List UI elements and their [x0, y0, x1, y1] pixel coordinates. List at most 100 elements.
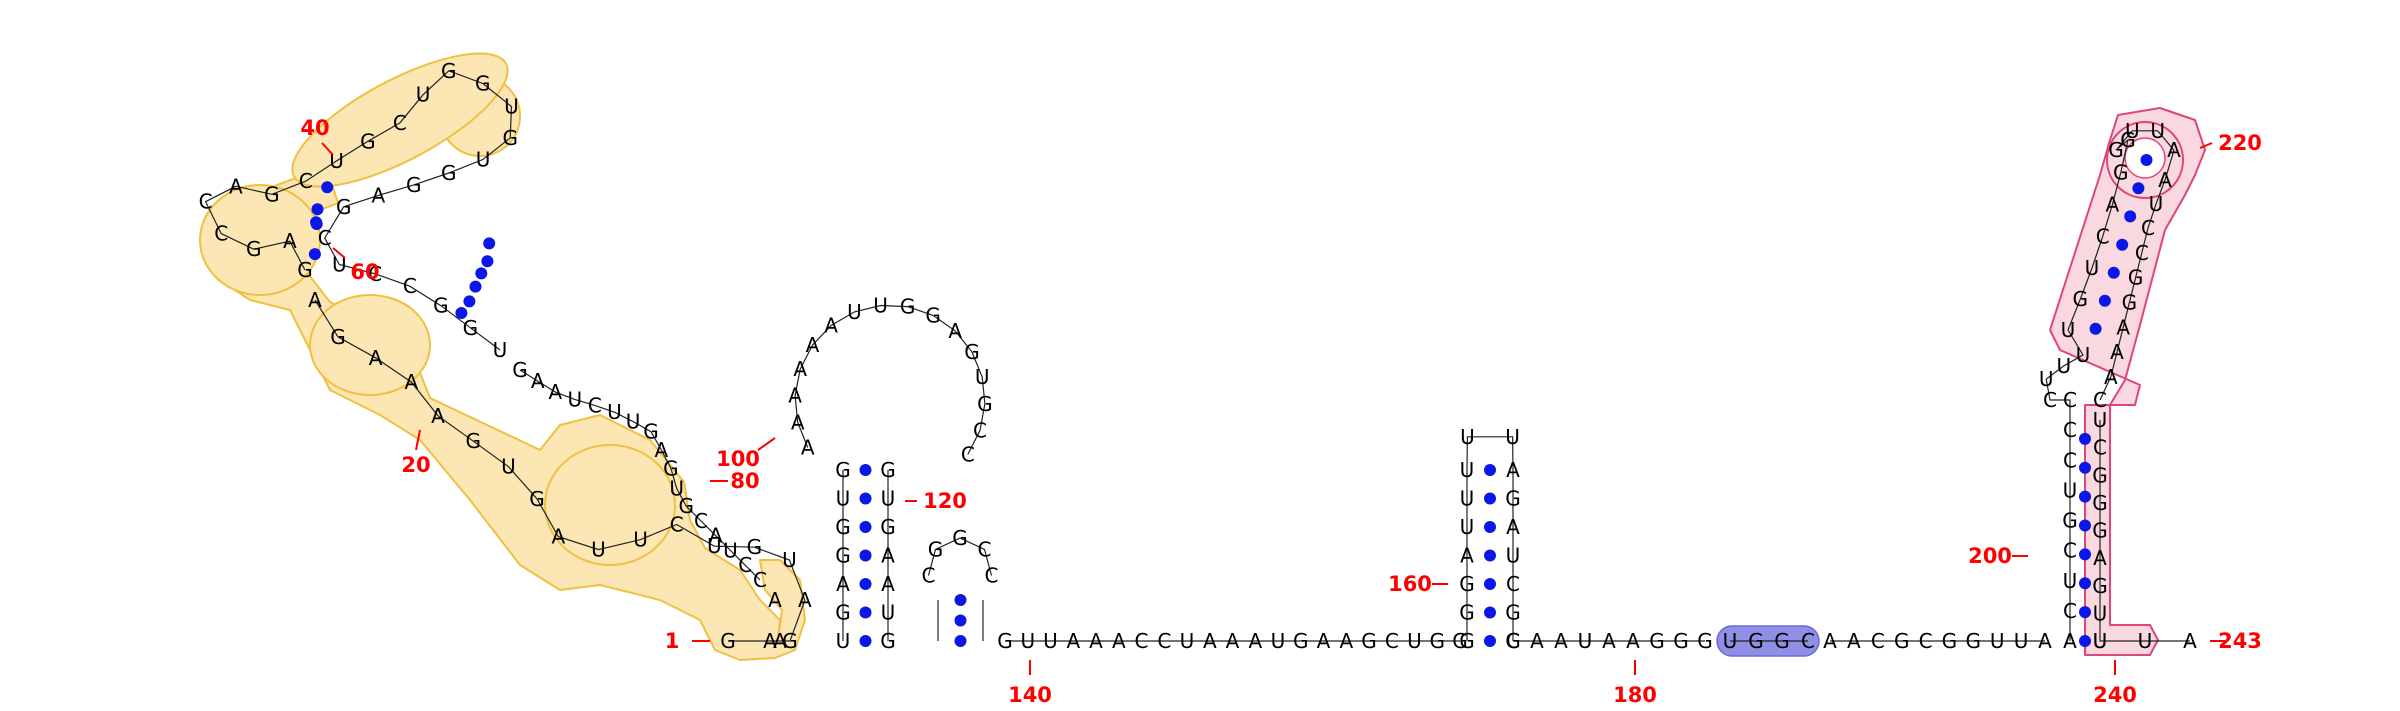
nucleotide: C [978, 537, 992, 561]
index-label-180: 180 [1613, 683, 1657, 707]
nucleotide: G [2062, 509, 2078, 533]
nucleotide: U [2063, 478, 2078, 502]
nucleotide: U [2056, 354, 2071, 378]
base-pair-dot [954, 614, 967, 627]
base-pair-dot [1484, 492, 1496, 505]
nucleotide: C [2135, 241, 2149, 265]
nucleotide: A [1530, 629, 1544, 653]
nucleotide: C [985, 564, 999, 588]
nucleotide: U [1578, 629, 1593, 653]
yellow-highlight-internal-loop-3 [544, 444, 676, 566]
backbone-segment [794, 304, 986, 455]
nucleotide: C [753, 568, 767, 592]
nucleotide: G [2092, 491, 2108, 515]
nucleotide: C [922, 564, 936, 588]
nucleotide: A [788, 384, 802, 408]
nucleotide: G [663, 456, 679, 480]
nucleotide: C [318, 226, 332, 250]
nucleotide: U [782, 548, 797, 572]
nucleotide: G [643, 420, 659, 444]
nucleotide: U [633, 528, 648, 552]
backbone-lines [204, 70, 2190, 642]
nucleotide: U [626, 410, 641, 434]
nucleotide: G [1649, 629, 1665, 653]
base-pair-dot [859, 606, 872, 619]
nucleotide: A [1602, 629, 1616, 653]
nucleotide: G [925, 303, 941, 327]
nucleotide: A [2183, 629, 2197, 653]
nucleotide: U [1180, 629, 1195, 653]
nucleotide: C [1506, 572, 1520, 596]
nucleotide: C [2093, 436, 2107, 460]
nucleotide: A [1066, 629, 1080, 653]
nucleotide: U [2149, 192, 2164, 216]
index-label-1: 1 [665, 629, 680, 653]
nucleotide: G [2128, 266, 2144, 290]
base-pair-dots [308, 154, 2153, 647]
backbone-segment [2099, 420, 2190, 642]
nucleotide: G [2073, 287, 2089, 311]
highlight-regions [199, 52, 2206, 661]
nucleotide: G [441, 59, 457, 83]
index-label-200: 200 [1968, 544, 2012, 568]
nucleotide: C [2093, 388, 2107, 412]
nucleotide: G [529, 487, 545, 511]
index-label-140: 140 [1008, 683, 1052, 707]
backbone-segment [519, 369, 761, 581]
nucleotide: C [2063, 599, 2077, 623]
nucleotide: G [264, 182, 280, 206]
backbone-segment [927, 537, 993, 576]
index-tick-20 [415, 429, 421, 451]
nucleotide: U [1271, 629, 1286, 653]
nucleotide: A [801, 436, 815, 460]
base-pair-dot [2079, 606, 2091, 619]
nucleotide: G [880, 458, 896, 482]
nucleotide: G [360, 129, 376, 153]
nucleotide: U [2039, 367, 2054, 391]
index-tick-220 [2199, 142, 2213, 149]
base-pair-dot [859, 492, 872, 505]
nucleotide: G [997, 629, 1013, 653]
nucleotide: G [952, 526, 968, 550]
nucleotide: G [835, 515, 851, 539]
nucleotide: G [330, 325, 346, 349]
index-label-160: 160 [1388, 572, 1432, 596]
nucleotide: C [2043, 388, 2057, 412]
nucleotide: G [2113, 161, 2129, 185]
backbone-segment [314, 299, 806, 642]
nucleotide: C [2063, 388, 2077, 412]
nucleotide: G [502, 126, 518, 150]
nucleotide: A [1226, 629, 1240, 653]
nucleotide: A [798, 588, 812, 612]
base-pair-dot [481, 255, 494, 268]
nucleotide: U [504, 95, 519, 119]
index-label-60: 60 [350, 260, 379, 284]
nucleotide: C [214, 222, 228, 246]
yellow-highlight-internal-loop-2 [309, 294, 431, 396]
nucleotide: A [768, 588, 782, 612]
nucleotide: G [720, 629, 736, 653]
nucleotide: U [669, 476, 684, 500]
nucleotide: C [299, 169, 313, 193]
base-pair-dot [1484, 464, 1496, 476]
nucleotide: U [2093, 408, 2108, 432]
nucleotide: C [2096, 224, 2110, 248]
nucleotide: G [835, 458, 851, 482]
nucleotide: G [441, 161, 457, 185]
base-pair-dot [859, 549, 872, 562]
nucleotide: G [2108, 138, 2124, 162]
nucleotide: C [2063, 539, 2077, 563]
base-pair-dot [321, 181, 334, 194]
base-pair-dot [954, 594, 967, 606]
nucleotide: C [973, 418, 987, 442]
nucleotide: C [961, 443, 975, 467]
nucleotide: G [1293, 629, 1309, 653]
nucleotide: G [433, 294, 449, 318]
nucleotide: A [2106, 193, 2120, 217]
nucleotide: A [1203, 629, 1217, 653]
nucleotide: G [475, 72, 491, 96]
nucleotide: G [246, 237, 262, 261]
nucleotide: A [1847, 629, 1861, 653]
nucleotide: U [836, 487, 851, 511]
